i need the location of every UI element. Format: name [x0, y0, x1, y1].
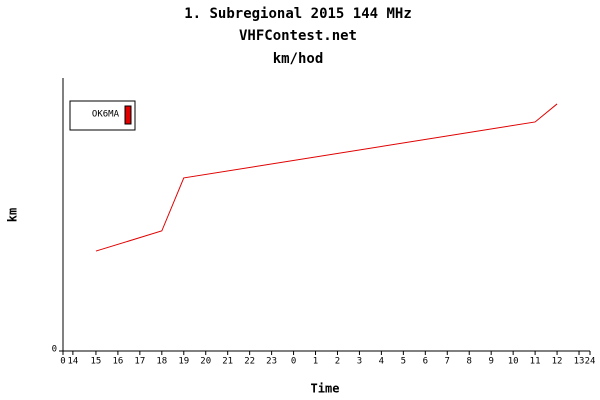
x-tick-label: 7: [445, 357, 450, 367]
legend-label: OK6MA: [92, 110, 120, 120]
x-tick-label: 0: [291, 357, 296, 367]
y-tick-label: 0: [52, 345, 57, 355]
x-tick-label: 14: [67, 357, 78, 367]
legend-swatch: [124, 105, 132, 125]
x-tick-label: 18: [156, 357, 167, 367]
legend-box: [69, 100, 136, 131]
chart-title: 1. Subregional 2015 144 MHz: [184, 6, 412, 22]
x-tick-label: 21: [222, 357, 233, 367]
x-tick-label: 17: [134, 357, 145, 367]
x-tick-label: 24: [585, 357, 596, 367]
x-tick-label: 12: [552, 357, 563, 367]
series-line: [95, 103, 558, 252]
x-tick-label: 15: [91, 357, 102, 367]
x-tick-label: 6: [423, 357, 428, 367]
x-tick-label: 3: [357, 357, 362, 367]
x-tick-label: 9: [488, 357, 493, 367]
x-tick-label: 11: [530, 357, 541, 367]
x-tick-label: 10: [508, 357, 519, 367]
unit-title: km/hod: [273, 51, 324, 67]
x-tick-label: 2: [335, 357, 340, 367]
x-tick-label: 0: [60, 357, 65, 367]
x-tick-label: 4: [379, 357, 384, 367]
x-tick-label: 5: [401, 357, 406, 367]
x-tick-label: 20: [200, 357, 211, 367]
x-tick-label: 16: [112, 357, 123, 367]
x-tick-label: 13: [574, 357, 585, 367]
y-axis-label: km: [6, 208, 20, 222]
x-tick-label: 1: [313, 357, 318, 367]
x-tick-label: 8: [467, 357, 472, 367]
x-tick-label: 19: [178, 357, 189, 367]
x-tick-label: 22: [244, 357, 255, 367]
chart-subtitle: VHFContest.net: [239, 28, 357, 44]
x-axis-label: Time: [311, 382, 340, 396]
x-tick-label: 23: [266, 357, 277, 367]
